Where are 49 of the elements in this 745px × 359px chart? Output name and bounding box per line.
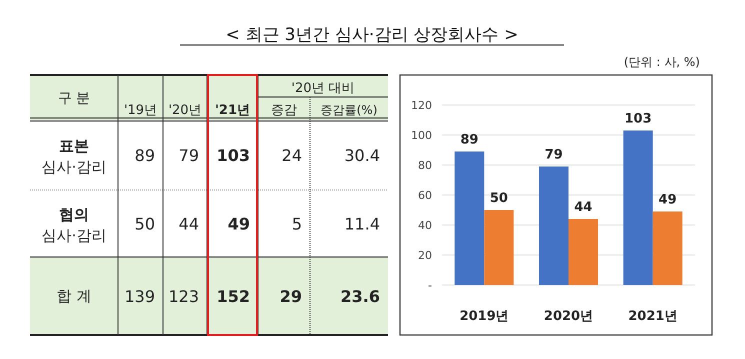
bar	[538, 166, 568, 285]
text: 50	[134, 214, 155, 234]
x-tick-label: 2021년	[628, 309, 678, 324]
category-label: 증감	[271, 103, 297, 118]
data-label: 50	[490, 191, 508, 206]
y-tick-label: 120	[411, 99, 432, 112]
text: 5	[292, 214, 302, 234]
category-label: '21년	[214, 103, 250, 118]
data-label: 89	[460, 132, 478, 148]
text: 139	[124, 287, 155, 306]
y-tick-label: -	[428, 279, 432, 292]
bar	[568, 219, 598, 285]
text: 30.4	[344, 146, 380, 165]
text: 24	[282, 146, 302, 165]
category-label: '19년	[124, 103, 158, 118]
text: 89	[134, 146, 155, 165]
category-label: 협의 심사·감리	[42, 206, 106, 244]
text: 23.6	[340, 287, 380, 306]
y-tick-label: 40	[418, 219, 432, 232]
text: 152	[216, 287, 250, 306]
bar	[652, 212, 682, 285]
text: 구 분	[58, 90, 90, 106]
data-label: 79	[544, 148, 563, 162]
y-tick-label: 60	[418, 189, 432, 202]
y-tick-label: 20	[418, 249, 432, 262]
y-tick-label: 100	[411, 129, 432, 142]
chart-subtitle: (단위 : 사, %)	[624, 55, 700, 69]
data-label: 44	[574, 200, 592, 215]
text: < 최근 3년간 심사·감리 상장회사수 >	[226, 25, 518, 45]
text: 11.4	[344, 214, 380, 234]
data-label: 103	[624, 112, 652, 126]
text: 103	[216, 146, 250, 165]
text: 123	[168, 287, 199, 306]
x-tick-label: 2020년	[544, 309, 594, 324]
category-label: '20년	[168, 103, 202, 118]
text: 44	[178, 214, 199, 234]
text: 79	[178, 146, 199, 165]
x-tick-label: 2019년	[460, 309, 509, 324]
text: 49	[228, 214, 250, 234]
category-label: 합 계	[56, 287, 92, 305]
y-tick-label: 80	[418, 159, 432, 172]
bar	[484, 210, 514, 285]
bar	[454, 152, 484, 285]
bar	[623, 130, 653, 285]
data-label: 49	[658, 192, 677, 208]
category-label: 증감률(%)	[320, 103, 378, 117]
category-label: 표본 심사·감리	[42, 137, 106, 176]
text: '20년 대비	[291, 81, 355, 96]
text: 29	[280, 287, 302, 306]
